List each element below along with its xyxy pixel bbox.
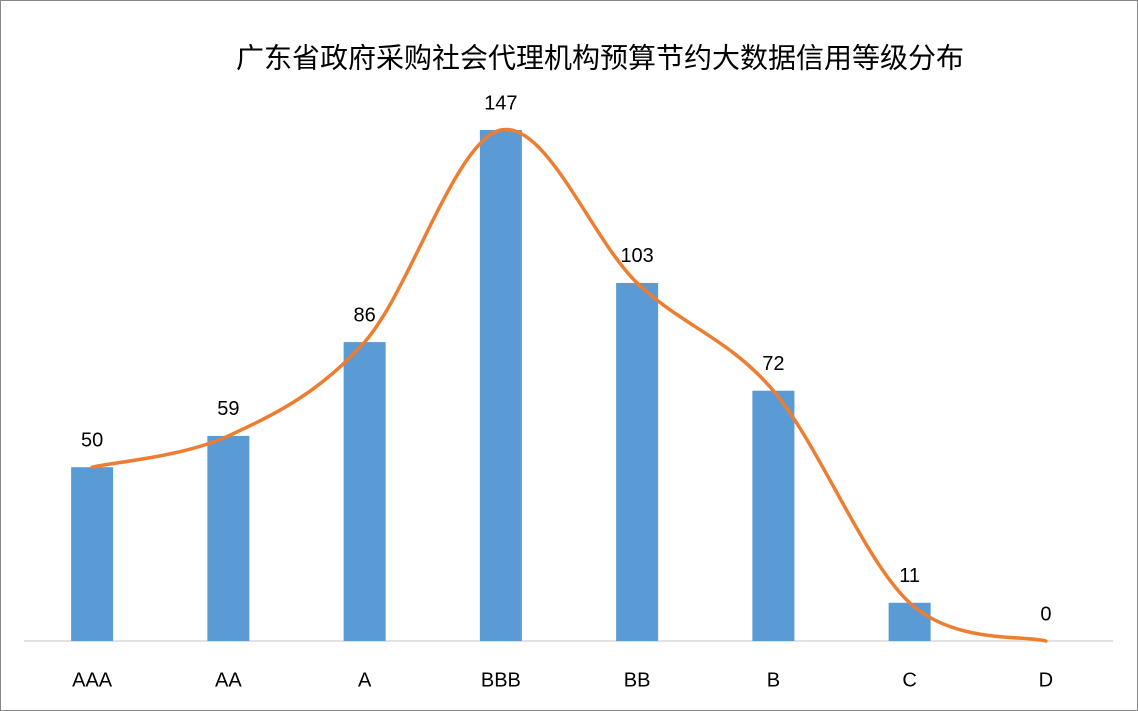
x-tick-label: A <box>358 669 372 691</box>
x-tick-label: BBB <box>481 669 521 691</box>
x-tick-label: B <box>767 669 780 691</box>
value-label: 86 <box>354 304 376 326</box>
chart-title: 广东省政府采购社会代理机构预算节约大数据信用等级分布 <box>236 42 964 73</box>
smooth-line <box>90 127 1048 643</box>
value-label: 59 <box>217 398 239 420</box>
value-label: 72 <box>762 353 784 375</box>
x-tick-label: C <box>902 669 916 691</box>
value-label: 11 <box>899 565 920 587</box>
value-label: 147 <box>484 92 517 114</box>
value-label: 103 <box>620 245 653 267</box>
bar <box>343 342 386 641</box>
bar <box>479 130 522 641</box>
value-label: 0 <box>1040 603 1051 625</box>
bar <box>71 467 114 641</box>
x-tick-label: AAA <box>72 669 113 691</box>
bar <box>207 435 250 641</box>
bar <box>888 602 931 641</box>
x-tick-label: D <box>1039 669 1053 691</box>
value-label: 50 <box>81 429 103 451</box>
x-tick-label: BB <box>624 669 651 691</box>
bar <box>752 390 795 641</box>
x-tick-label: AA <box>215 669 242 691</box>
bar <box>616 282 659 641</box>
